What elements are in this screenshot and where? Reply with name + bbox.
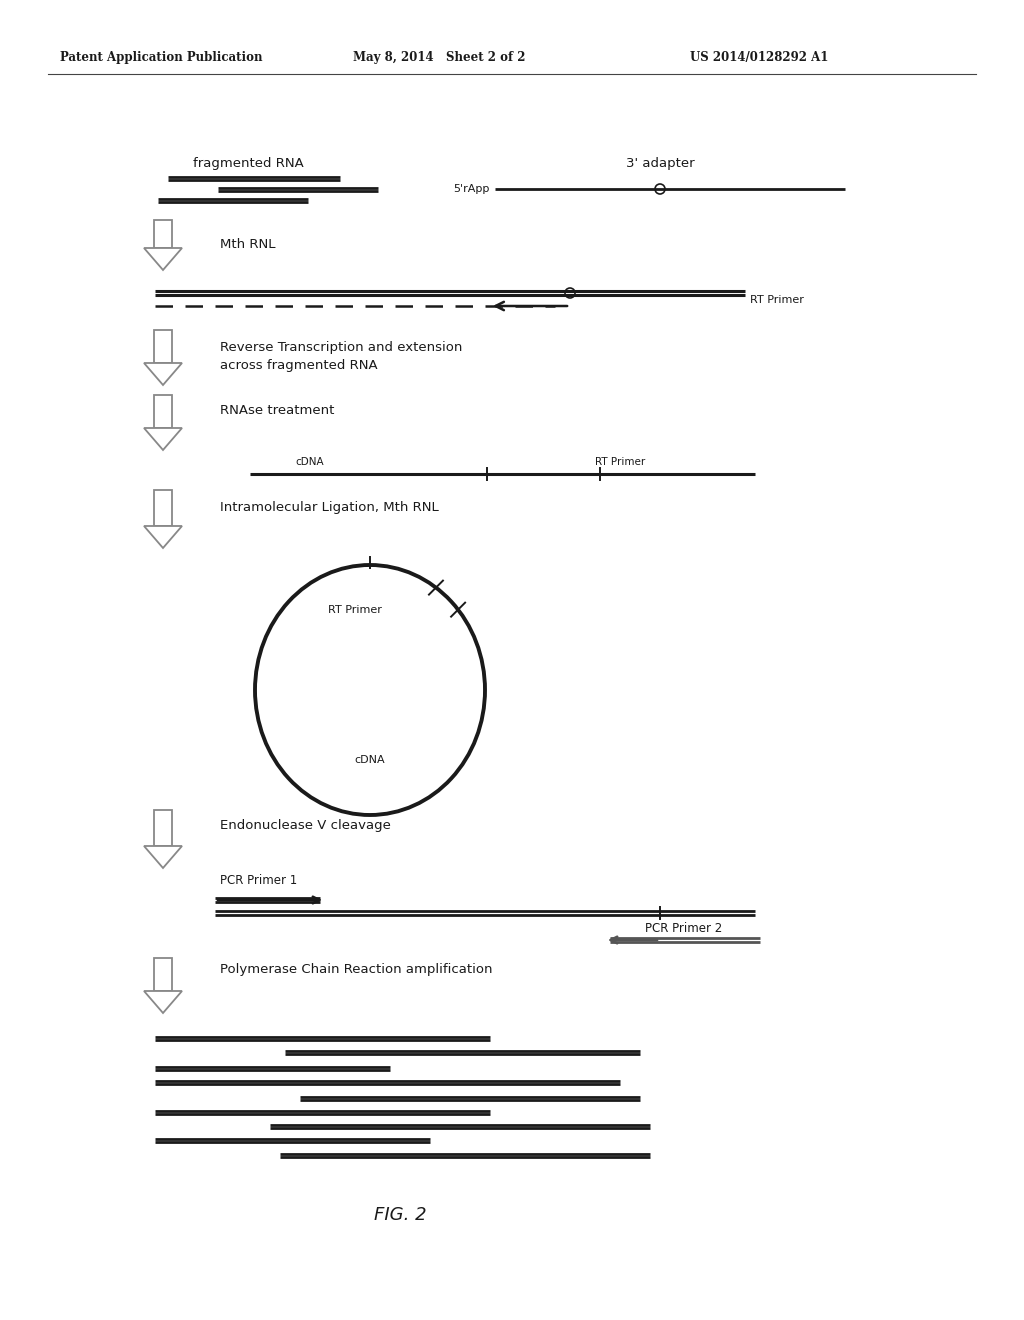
Text: US 2014/0128292 A1: US 2014/0128292 A1 — [690, 51, 828, 65]
Text: PCR Primer 1: PCR Primer 1 — [220, 874, 297, 887]
Text: cDNA: cDNA — [354, 755, 385, 766]
Text: Polymerase Chain Reaction amplification: Polymerase Chain Reaction amplification — [220, 964, 493, 977]
Bar — [154, 810, 172, 846]
Text: RT Primer: RT Primer — [328, 605, 382, 615]
Text: Mth RNL: Mth RNL — [220, 239, 275, 252]
Bar — [154, 395, 172, 428]
Polygon shape — [144, 428, 182, 450]
Text: fragmented RNA: fragmented RNA — [193, 157, 303, 169]
Text: Patent Application Publication: Patent Application Publication — [60, 51, 262, 65]
Polygon shape — [144, 991, 182, 1012]
Text: RT Primer: RT Primer — [750, 294, 804, 305]
Text: Endonuclease V cleavage: Endonuclease V cleavage — [220, 820, 391, 833]
Bar — [154, 958, 172, 991]
Text: Reverse Transcription and extension: Reverse Transcription and extension — [220, 341, 463, 354]
Text: May 8, 2014   Sheet 2 of 2: May 8, 2014 Sheet 2 of 2 — [353, 51, 525, 65]
Bar — [154, 220, 172, 248]
Text: PCR Primer 2: PCR Primer 2 — [645, 921, 722, 935]
Bar — [154, 490, 172, 525]
Text: 5'rApp: 5'rApp — [454, 183, 490, 194]
Text: FIG. 2: FIG. 2 — [374, 1206, 426, 1224]
Polygon shape — [144, 846, 182, 869]
Text: cDNA: cDNA — [296, 457, 325, 467]
Text: 3' adapter: 3' adapter — [626, 157, 694, 169]
Bar — [154, 330, 172, 363]
Polygon shape — [144, 363, 182, 385]
Text: Intramolecular Ligation, Mth RNL: Intramolecular Ligation, Mth RNL — [220, 500, 438, 513]
Polygon shape — [144, 525, 182, 548]
Text: RT Primer: RT Primer — [595, 457, 645, 467]
Text: RNAse treatment: RNAse treatment — [220, 404, 335, 417]
Polygon shape — [144, 248, 182, 271]
Text: across fragmented RNA: across fragmented RNA — [220, 359, 378, 372]
